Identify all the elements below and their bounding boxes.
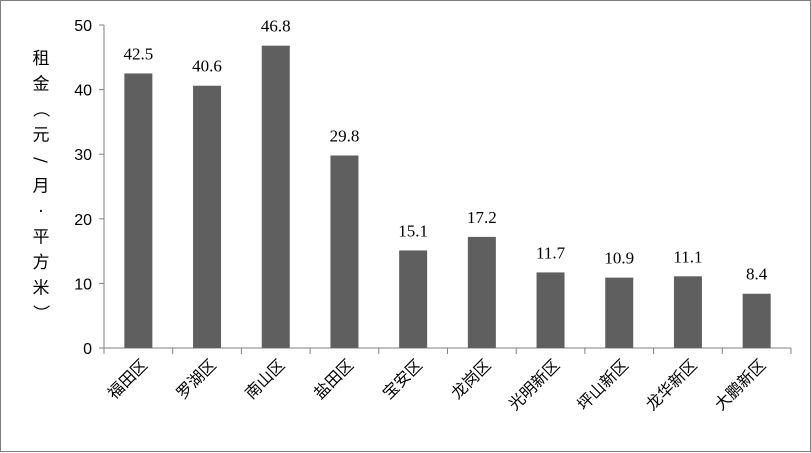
bar [605, 277, 634, 348]
data-label: 11.7 [536, 243, 566, 262]
y-axis-title-char: ） [30, 305, 50, 322]
data-label: 15.1 [398, 221, 428, 240]
x-axis [103, 347, 792, 354]
category-label: 罗湖区 [172, 355, 219, 402]
category-label: 龙岗区 [447, 355, 494, 402]
bar [742, 293, 771, 348]
y-axis-title: 租金 （ 元 / 月 · 平方米 ） [30, 49, 50, 322]
y-tick-label: 50 [74, 18, 92, 35]
bar [467, 236, 496, 348]
category-label: 宝安区 [379, 355, 426, 402]
bar [261, 45, 290, 349]
category-label: 光明新区 [505, 355, 564, 414]
data-label: 29.8 [330, 126, 360, 145]
data-label: 40.6 [192, 57, 222, 76]
y-axis-title-char: 金 [33, 75, 50, 95]
category-label: 南山区 [241, 355, 288, 402]
category-label: 大鹏新区 [711, 355, 770, 414]
y-axis-title-char: 米 [33, 279, 50, 299]
y-axis-title-char: · [38, 202, 43, 222]
y-axis-title-char: 元 [33, 126, 50, 146]
y-tick-label: 0 [83, 341, 92, 358]
bars [124, 45, 771, 349]
data-label: 10.9 [604, 249, 634, 268]
y-axis-title-char: 月 [33, 177, 50, 197]
bar [124, 73, 153, 348]
bar [399, 250, 428, 348]
y-axis-title-char: 方 [33, 253, 50, 273]
data-label: 11.1 [673, 247, 702, 266]
data-label: 42.5 [123, 44, 153, 63]
category-label: 坪山新区 [573, 355, 632, 414]
bar [536, 272, 565, 348]
y-axis-title-char: / [30, 157, 50, 163]
data-label: 17.2 [467, 208, 497, 227]
category-label: 龙华新区 [642, 355, 701, 414]
y-tick-label: 30 [74, 147, 92, 164]
category-label: 盐田区 [310, 355, 357, 402]
y-axis-title-char: （ [30, 101, 50, 118]
data-label: 8.4 [746, 265, 768, 284]
bar [193, 85, 222, 348]
data-label: 46.8 [261, 17, 291, 36]
y-tick-label: 40 [74, 83, 92, 100]
category-label: 福田区 [104, 355, 151, 402]
bar [673, 276, 702, 348]
y-axis-title-char: 租 [33, 49, 50, 69]
y-axis: 0 10 20 30 40 50 [74, 18, 105, 358]
category-labels: 福田区 罗湖区 南山区 盐田区 宝安区 龙岗区 光明新区 坪山新区 龙华新区 大鹏新区 [104, 355, 770, 414]
bar [330, 155, 359, 348]
y-tick-label: 20 [74, 212, 92, 229]
data-labels: 42.5 40.6 46.8 29.8 15.1 17.2 11.7 10.9 11.1 8.4 [123, 17, 767, 284]
y-axis-title-char: 平 [33, 228, 50, 248]
y-tick-label: 10 [74, 276, 92, 293]
